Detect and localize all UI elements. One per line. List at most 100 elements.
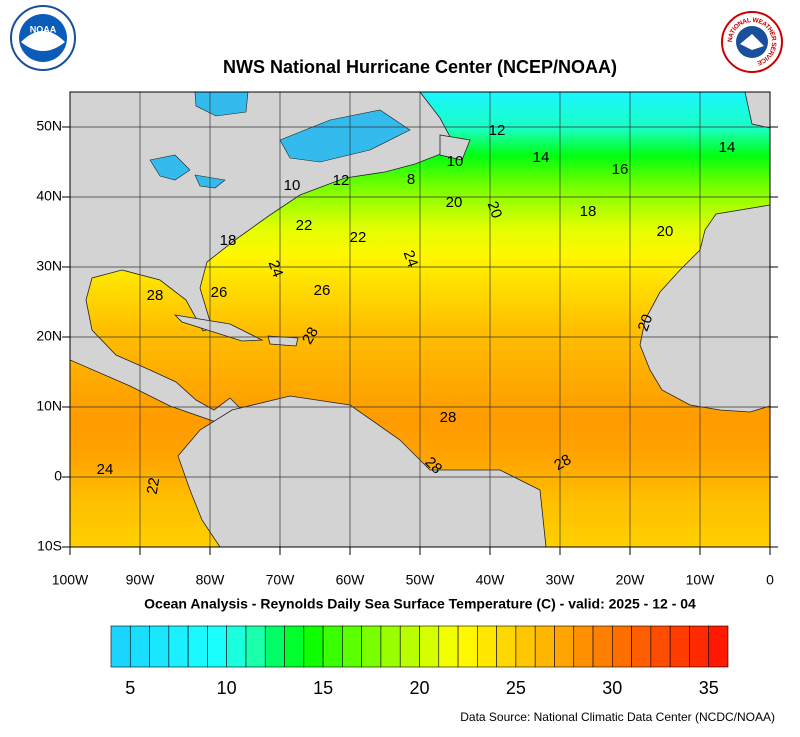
contour-label: 26 <box>314 282 331 299</box>
y-tick-label: 10S <box>37 538 62 554</box>
contour-label: 10 <box>447 153 464 170</box>
contour-label: 18 <box>220 232 237 249</box>
hispaniola <box>267 335 299 347</box>
contour-label: 24 <box>97 461 114 478</box>
axes: 100W 90W 80W 70W 60W 50W 40W 30W 20W 10W 0 10S 0 10N 2… <box>36 118 778 588</box>
title: NWS National Hurricane Center (NCEP/NOAA… <box>223 57 617 77</box>
colorbar-box <box>245 625 266 668</box>
colorbar-box <box>534 625 555 668</box>
y-tick-label: 50N <box>36 118 62 134</box>
x-tick-label: 0 <box>766 572 774 588</box>
cuba <box>173 314 264 342</box>
contour-label: 24 <box>400 248 422 269</box>
contour-label: 20 <box>635 312 657 333</box>
colorbar-box <box>168 625 189 668</box>
colorbar-box <box>399 625 420 668</box>
noaa-logo-text: NOAA <box>30 24 57 34</box>
contour-label: 26 <box>211 284 228 301</box>
colorbar-box <box>226 625 247 668</box>
colorbar-box <box>207 625 227 668</box>
contour-label: 22 <box>350 229 367 246</box>
colorbar-tick-label: 20 <box>409 678 429 698</box>
colorbar-box <box>554 625 575 668</box>
colorbar-box <box>457 625 478 668</box>
contour-label: 28 <box>551 451 574 474</box>
contour-labels: 12 14 10 8 12 10 16 14 20 20 18 20 22 22 18 24 24 26 28 26 2… <box>97 122 736 496</box>
x-tick-label: 30W <box>546 572 576 588</box>
contour-label: 20 <box>484 199 506 220</box>
x-tick-label: 100W <box>52 572 89 588</box>
labrador-sea <box>279 109 411 163</box>
x-tick-label: 20W <box>616 572 646 588</box>
colorbar-box <box>592 625 613 668</box>
africa-iberia <box>639 204 770 413</box>
colorbar-tick-label: 15 <box>313 678 333 698</box>
x-tick-label: 80W <box>196 572 226 588</box>
colorbar-tick-label: 5 <box>125 678 135 698</box>
contour-label: 28 <box>147 287 164 304</box>
colorbar-box <box>187 625 208 668</box>
colorbar-box <box>361 625 382 668</box>
contour-label: 16 <box>612 161 629 178</box>
source: Data Source: National Climatic Data Cent… <box>460 710 775 724</box>
great-lakes <box>149 154 226 189</box>
colorbar-box <box>496 625 517 668</box>
colorbar-box <box>419 625 440 668</box>
noaa-logo: NOAA <box>10 5 76 71</box>
x-tick-label: 40W <box>476 572 506 588</box>
contour-label: 24 <box>265 258 287 279</box>
y-tick-label: 40N <box>36 188 62 204</box>
colorbar-box <box>708 625 729 668</box>
contour-label: 28 <box>440 409 457 426</box>
y-tick-label: 20N <box>36 328 62 344</box>
colorbar-tick-label: 35 <box>699 678 719 698</box>
colorbar-box <box>380 625 401 668</box>
colorbar-box <box>689 625 710 668</box>
contour-label: 28 <box>299 324 322 347</box>
map: 12 14 10 8 12 10 16 14 20 20 18 20 22 22 18 24 24 26 28 26 2… <box>70 92 770 547</box>
colorbar-box <box>264 625 285 668</box>
x-tick-label: 70W <box>266 572 296 588</box>
colorbar-box <box>650 625 671 668</box>
colorbar-box <box>110 625 131 668</box>
contour-label: 14 <box>533 149 550 166</box>
graticule <box>70 92 770 547</box>
y-tick-label: 30N <box>36 258 62 274</box>
colorbar-box <box>149 625 170 668</box>
contour-label: 18 <box>580 203 597 220</box>
colorbar-tick-label: 25 <box>506 678 526 698</box>
colorbar-box <box>342 625 362 668</box>
colorbar-tick-label: 10 <box>217 678 237 698</box>
contour-label: 14 <box>719 139 736 156</box>
y-tick-label: 10N <box>36 398 62 414</box>
x-tick-label: 90W <box>126 572 156 588</box>
colorbar-box <box>515 625 536 668</box>
nws-logo: NATIONAL WEATHER SERVICE <box>721 11 783 73</box>
contour-label: 12 <box>489 122 506 139</box>
colorbar-tick-label: 30 <box>602 678 622 698</box>
colorbar-box <box>303 625 324 668</box>
colorbar-box <box>631 625 652 668</box>
colorbar-box <box>477 625 497 668</box>
colorbar-box <box>612 625 632 668</box>
colorbar-box <box>669 625 690 668</box>
x-tick-label: 10W <box>686 572 716 588</box>
contour-label: 20 <box>657 223 674 240</box>
colorbar-box <box>322 625 343 668</box>
colorbar: 5 10 15 20 25 30 35 <box>110 625 729 698</box>
contour-label: 20 <box>446 194 463 211</box>
colorbar-box <box>284 625 305 668</box>
britain <box>744 92 770 129</box>
colorbar-box <box>129 625 150 668</box>
contour-label: 8 <box>407 171 415 188</box>
newfoundland <box>439 134 471 161</box>
south-america <box>177 395 547 547</box>
x-tick-label: 60W <box>336 572 366 588</box>
colorbar-box <box>438 625 459 668</box>
contour-label: 22 <box>296 217 313 234</box>
contour-label: 10 <box>284 177 301 194</box>
contour-label: 12 <box>333 172 350 189</box>
subtitle: Ocean Analysis - Reynolds Daily Sea Surf… <box>144 596 696 612</box>
x-tick-label: 50W <box>406 572 436 588</box>
